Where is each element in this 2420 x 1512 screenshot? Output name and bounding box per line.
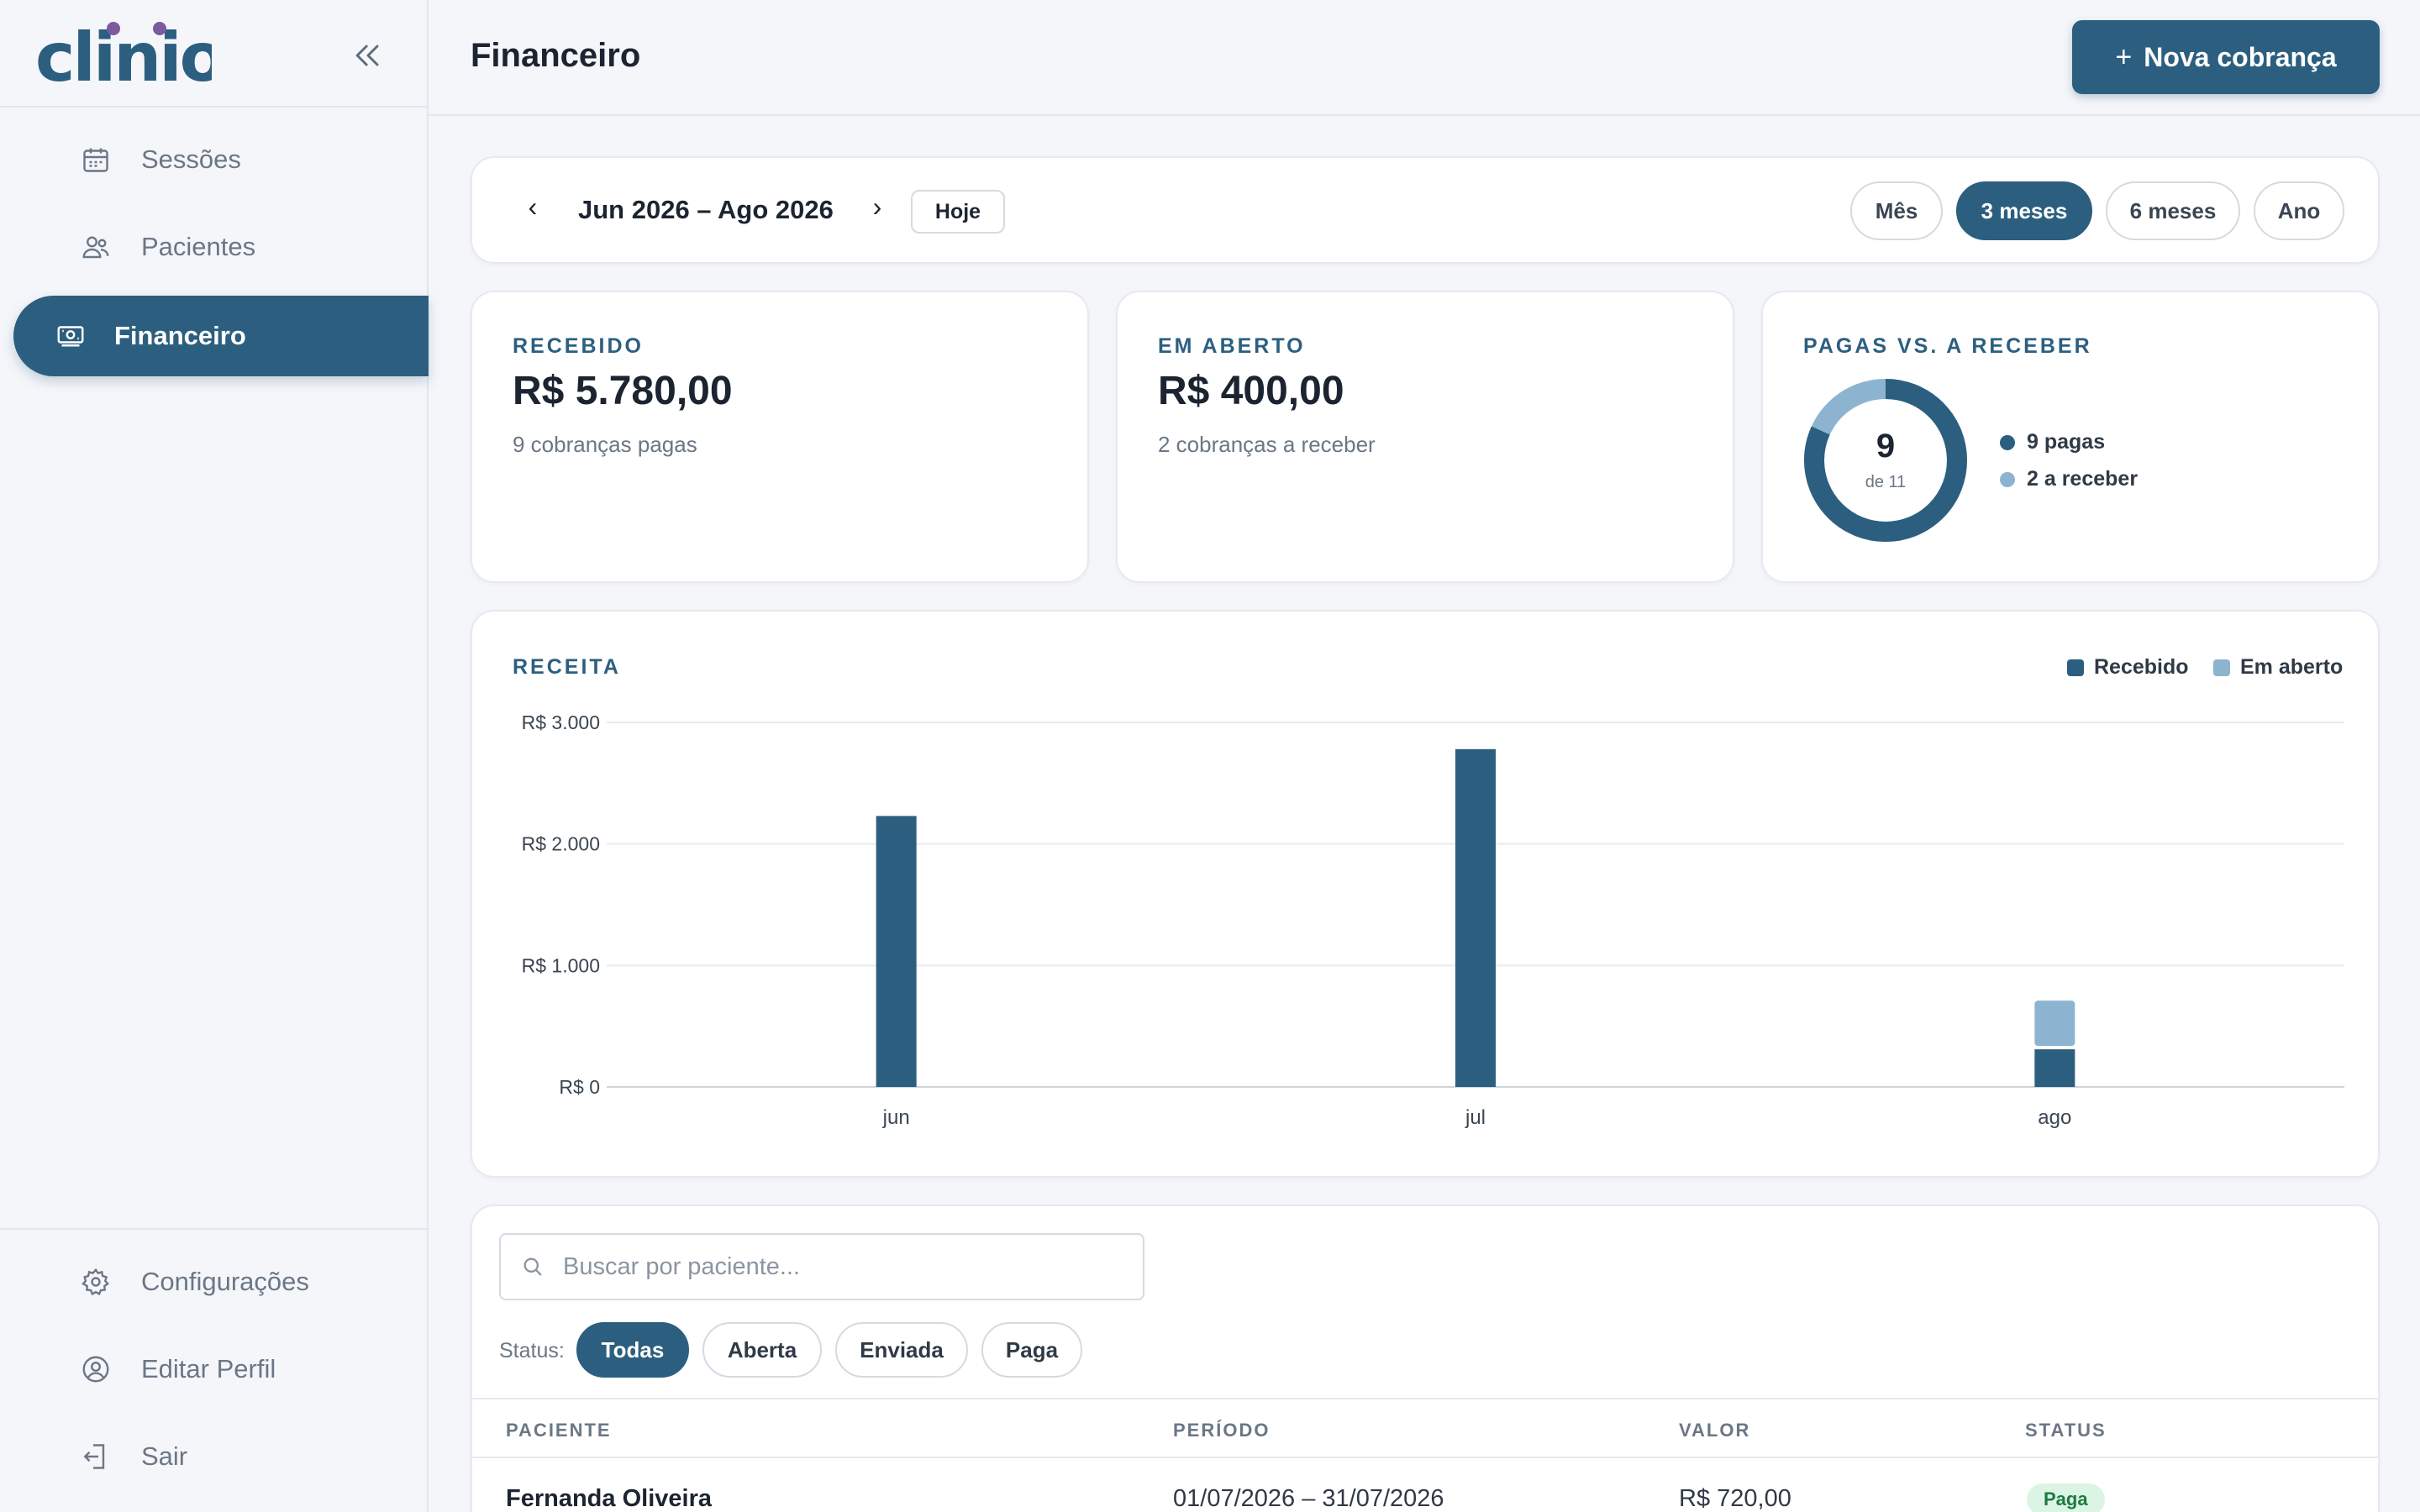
y-tick-label: R$ 3.000 — [522, 711, 600, 733]
sidebar-item-sair[interactable]: Sair — [13, 1416, 429, 1497]
search-icon — [523, 1257, 542, 1276]
sidebar-bottom — [0, 1228, 427, 1230]
legend-open-label: Em aberto — [2240, 655, 2344, 679]
received-square-icon — [2067, 659, 2084, 676]
prev-period-chevron-left-icon[interactable]: ‹ — [528, 192, 538, 222]
x-tick-label: jun — [882, 1106, 910, 1129]
open-square-icon — [2213, 659, 2230, 676]
period-range: Jun 2026 – Ago 2026 — [578, 195, 834, 224]
y-tick-label: R$ 1.000 — [522, 954, 600, 976]
period-option-3-meses[interactable]: 3 meses — [1956, 181, 2092, 240]
next-period-chevron-right-icon[interactable]: › — [872, 192, 882, 222]
bar-jul-recebido — [1455, 748, 1496, 1087]
sidebar-item-configuracoes[interactable]: Configurações — [13, 1242, 429, 1322]
plus-icon: + — [2115, 40, 2133, 73]
sidebar-item-label: Sessões — [141, 144, 241, 174]
sidebar-item-sessoes[interactable]: Sessões — [13, 119, 429, 200]
legend-received: Recebido — [2067, 655, 2189, 680]
revenue-chart-card: R$ 0 R$ 1.000 R$ 2.000 R$ 3.000 jun jul ago RE… — [471, 610, 2380, 1178]
period-option-6-meses[interactable]: 6 meses — [2106, 181, 2240, 240]
open-sub: 2 cobranças a receber — [1158, 432, 1376, 457]
page-title: Financeiro — [471, 37, 641, 74]
open-card: EM ABERTO R$ 400,00 2 cobranças a recebe… — [1116, 291, 1734, 583]
col-status[interactable]: STATUS — [2025, 1420, 2107, 1441]
open-value: R$ 400,00 — [1158, 369, 1344, 413]
period-selector: ‹ Jun 2026 – Ago 2026 › Hoje Mês 3 meses… — [471, 156, 2380, 264]
sidebar: clinio Sessões Pacientes Financeiro Conf… — [0, 0, 429, 1512]
paid-vs-pending-card: PAGAS VS. A RECEBER 9 de 11 9 pagas 2 a … — [1761, 291, 2380, 583]
col-periodo[interactable]: PERÍODO — [1173, 1420, 1270, 1441]
legend-open: Em aberto — [2213, 655, 2343, 680]
legend-received-label: Recebido — [2094, 655, 2189, 679]
legend-pending: 2 a receber — [2000, 467, 2138, 491]
col-valor[interactable]: VALOR — [1679, 1420, 1751, 1441]
received-value: R$ 5.780,00 — [513, 369, 733, 413]
bar-jun-recebido — [876, 816, 917, 1087]
filter-todas[interactable]: Todas — [576, 1322, 689, 1378]
row-value: R$ 720,00 — [1679, 1485, 1791, 1512]
logo-row: clinio — [0, 0, 427, 108]
new-charge-label: Nova cobrança — [2144, 41, 2337, 72]
status-filter-label: Status: — [499, 1339, 565, 1362]
revenue-chart: R$ 0 R$ 1.000 R$ 2.000 R$ 3.000 jun jul ago — [522, 711, 2344, 1129]
charges-list-card: Status: Todas Aberta Enviada Paga PACIEN… — [471, 1205, 2380, 1512]
user-circle-icon — [82, 1356, 109, 1383]
table-header: PACIENTE PERÍODO VALOR STATUS — [472, 1398, 2378, 1458]
received-sub: 9 cobranças pagas — [513, 432, 697, 457]
sidebar-item-editar-perfil[interactable]: Editar Perfil — [13, 1329, 429, 1410]
sidebar-item-label: Pacientes — [141, 232, 256, 261]
search-box[interactable] — [499, 1233, 1144, 1300]
y-tick-label: R$ 2.000 — [522, 833, 600, 855]
period-option-mes[interactable]: Mês — [1850, 181, 1943, 240]
page-header: Financeiro + Nova cobrança — [429, 0, 2420, 116]
pending-dot-icon — [2000, 471, 2015, 487]
donut-center-sub: de 11 — [1865, 473, 1907, 491]
sidebar-item-financeiro[interactable]: Financeiro — [13, 296, 429, 376]
money-icon — [57, 326, 84, 347]
open-label: EM ABERTO — [1158, 334, 1306, 358]
sidebar-item-label: Financeiro — [114, 321, 246, 350]
x-tick-label: jul — [1465, 1106, 1486, 1129]
revenue-title: RECEITA — [513, 655, 621, 679]
filter-aberta[interactable]: Aberta — [702, 1322, 822, 1378]
sidebar-item-label: Sair — [141, 1441, 188, 1471]
new-charge-button[interactable]: + Nova cobrança — [2072, 20, 2380, 94]
clinio-logo: clinio — [35, 22, 212, 86]
sidebar-item-label: Editar Perfil — [141, 1354, 276, 1383]
received-label: RECEBIDO — [513, 334, 644, 358]
filter-enviada[interactable]: Enviada — [835, 1322, 968, 1378]
paid-vs-pending-label: PAGAS VS. A RECEBER — [1803, 334, 2092, 358]
gear-icon — [82, 1268, 110, 1296]
row-period: 01/07/2026 – 31/07/2026 — [1173, 1485, 1444, 1512]
logout-icon — [83, 1444, 105, 1469]
donut-center-value: 9 — [1876, 428, 1895, 465]
collapse-sidebar-icon[interactable] — [350, 37, 387, 74]
x-tick-label: ago — [2038, 1106, 2071, 1129]
legend-pending-label: 2 a receber — [2027, 467, 2139, 491]
search-input[interactable] — [563, 1252, 1134, 1281]
legend-paid-label: 9 pagas — [2027, 430, 2106, 454]
sidebar-item-label: Configurações — [141, 1267, 309, 1296]
sidebar-item-pacientes[interactable]: Pacientes — [13, 207, 429, 287]
status-badge: Paga — [2027, 1483, 2105, 1512]
bar-ago-em-aberto — [2034, 1000, 2075, 1047]
filter-paga[interactable]: Paga — [981, 1322, 1082, 1378]
col-paciente[interactable]: PACIENTE — [506, 1420, 612, 1441]
svg-text:clinio: clinio — [35, 22, 212, 86]
received-card: RECEBIDO R$ 5.780,00 9 cobranças pagas — [471, 291, 1089, 583]
users-icon — [82, 236, 109, 259]
donut-paid-arc — [1804, 379, 1967, 542]
paid-vs-pending-donut: 9 de 11 — [1804, 379, 1967, 542]
today-button[interactable]: Hoje — [911, 190, 1005, 234]
bar-ago-recebido — [2034, 1049, 2075, 1087]
period-option-ano[interactable]: Ano — [2254, 181, 2344, 240]
y-tick-label: R$ 0 — [559, 1076, 600, 1098]
legend-paid: 9 pagas — [2000, 430, 2105, 454]
calendar-icon — [83, 148, 108, 172]
row-patient[interactable]: Fernanda Oliveira — [506, 1485, 712, 1512]
paid-dot-icon — [2000, 434, 2015, 450]
